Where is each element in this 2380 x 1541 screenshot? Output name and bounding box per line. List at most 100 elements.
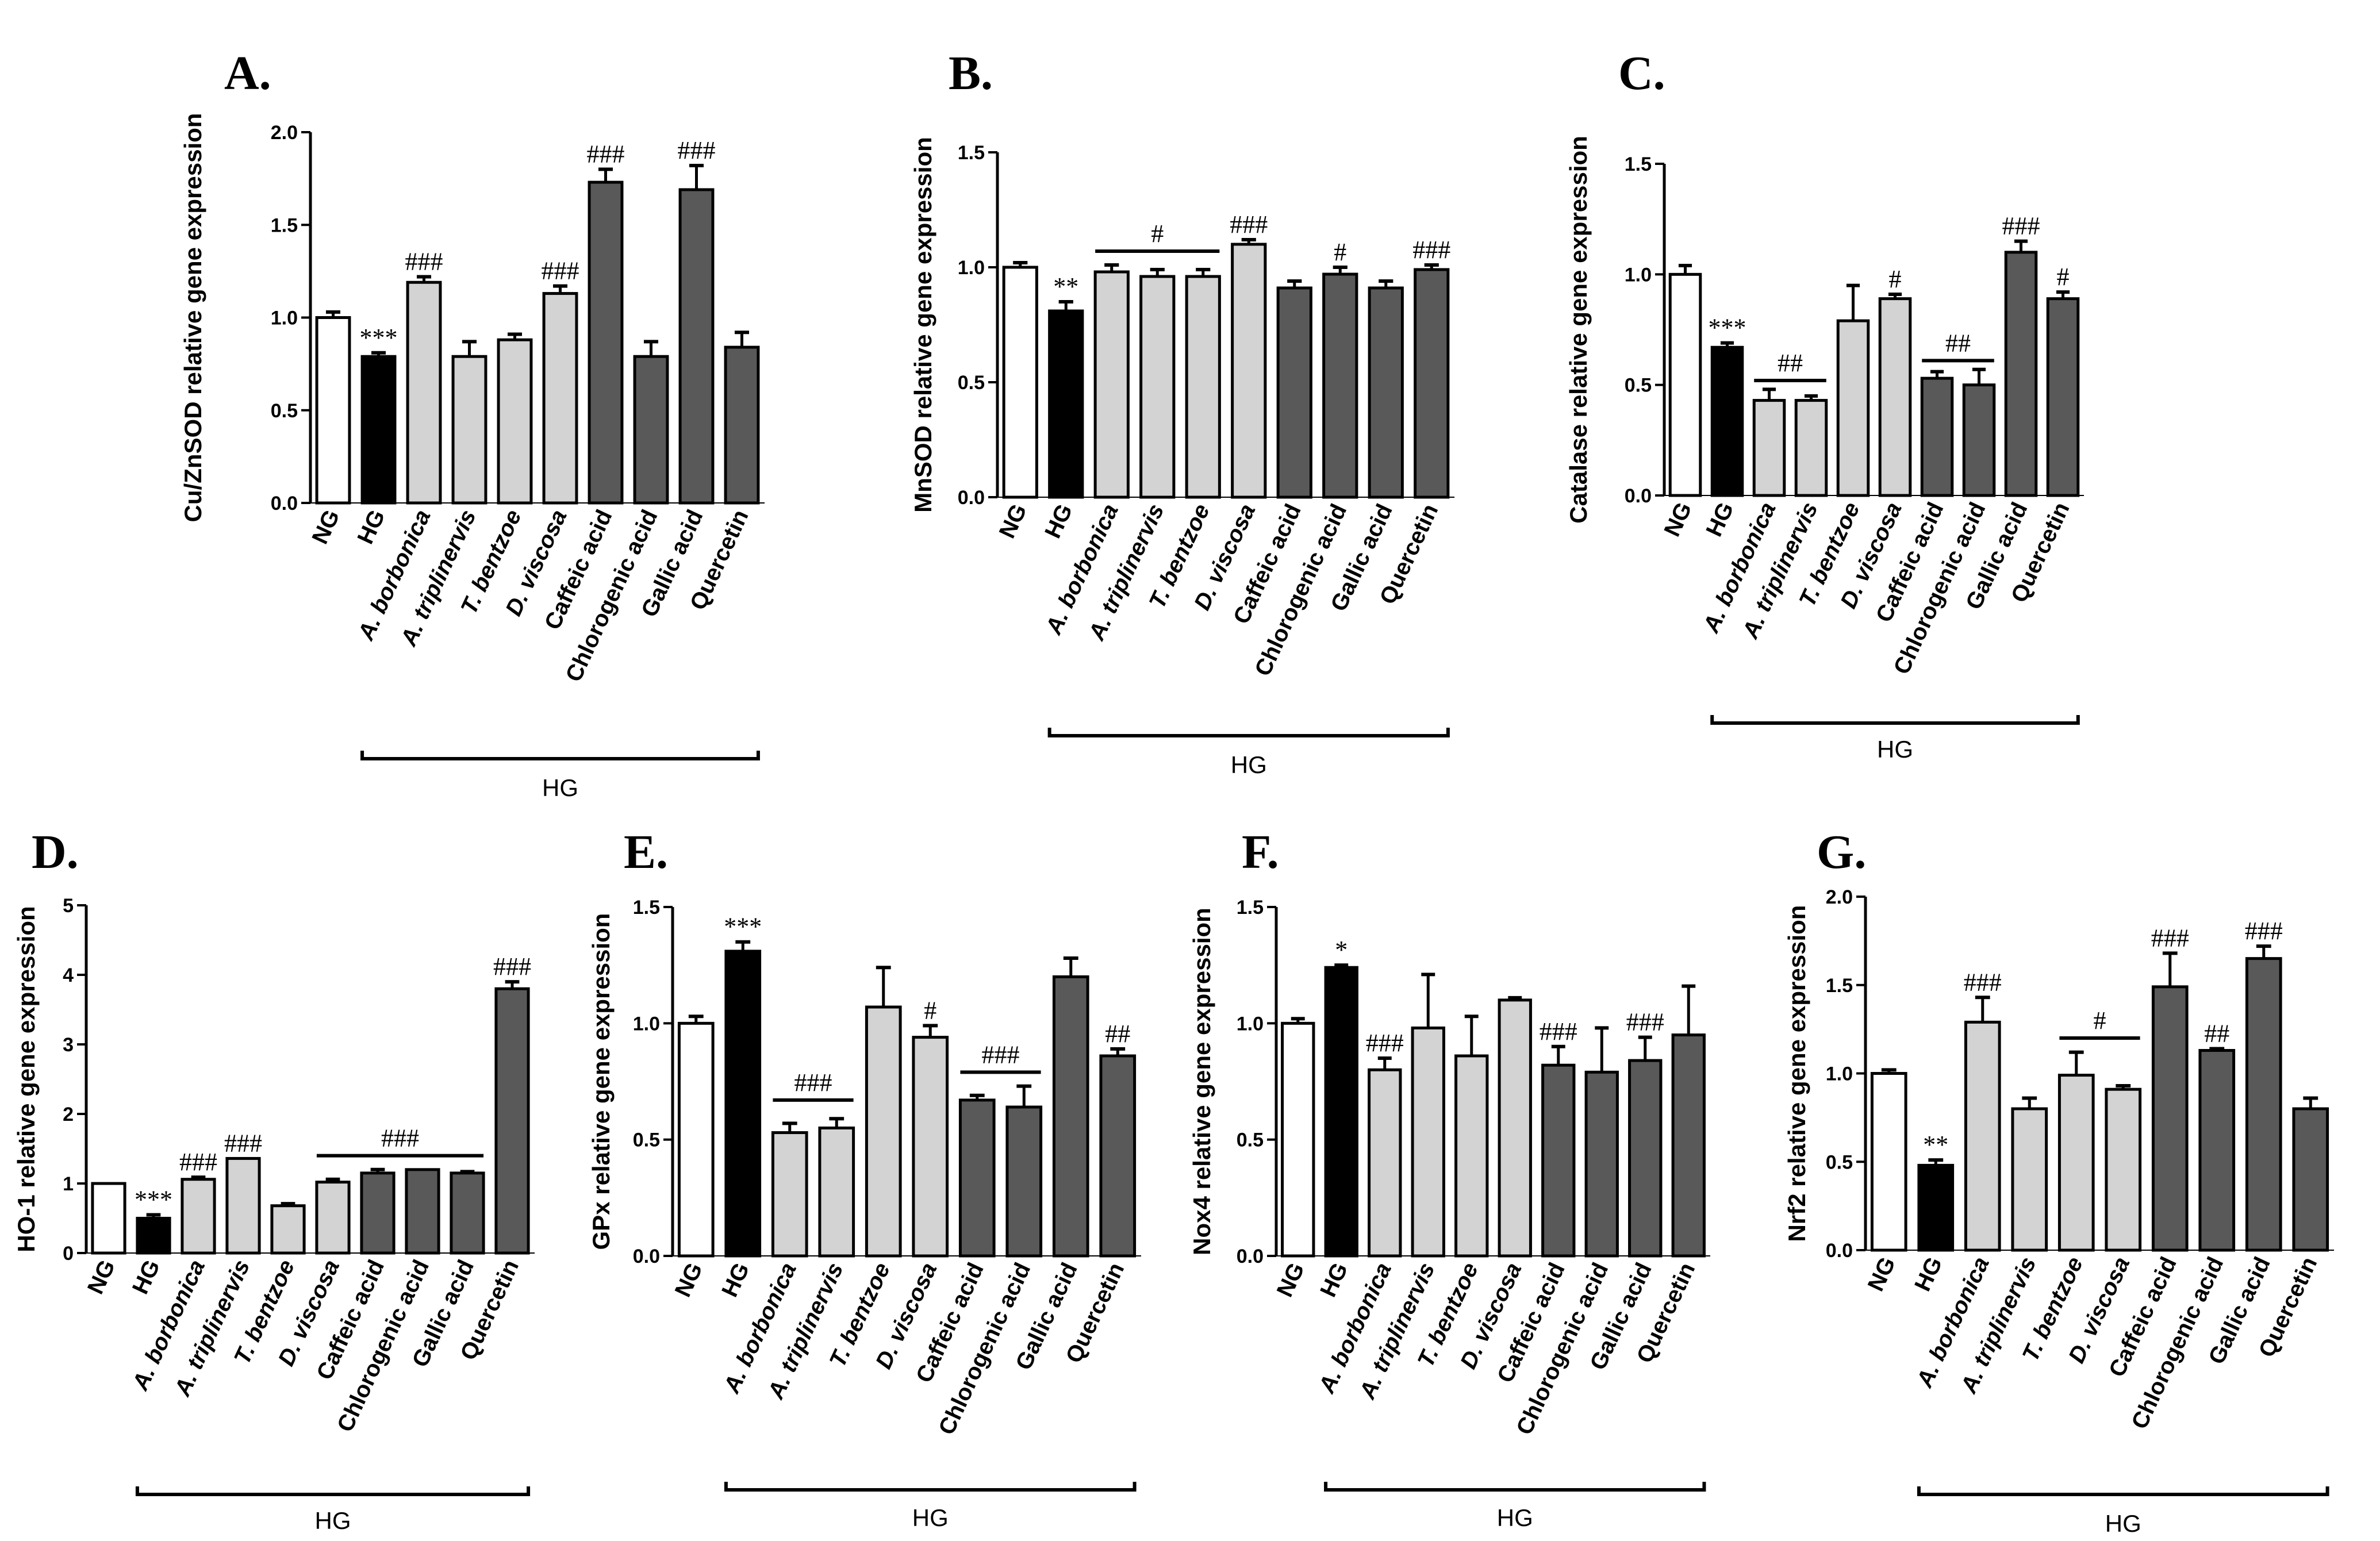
x-category-label: NG (83, 1256, 120, 1298)
bar-caffeic-acid (958, 1098, 996, 1258)
significance-label: ### (587, 140, 625, 168)
bar-quercetin (2046, 297, 2080, 497)
bar-chlorogenic-acid (1962, 383, 1996, 497)
panel-label: G. (1817, 825, 1866, 879)
y-tick-label: 0.0 (271, 493, 298, 514)
bar-a-triplinervis (2011, 1107, 2048, 1252)
bar-chlorogenic-acid (633, 355, 669, 505)
bar-hg (1048, 309, 1084, 499)
x-category-label: NG (1272, 1259, 1310, 1301)
bracket-label: ## (1778, 349, 1803, 377)
y-tick-label: 1.0 (1625, 264, 1652, 286)
bar-gallic-acid (1368, 286, 1404, 499)
x-category-label: NG (307, 506, 344, 548)
panel-label: E. (624, 825, 668, 879)
significance-label: ### (2245, 917, 2283, 945)
significance-label: ### (179, 1148, 217, 1176)
y-tick-label: 0.5 (1237, 1129, 1264, 1151)
x-category-label: HG (1910, 1253, 1947, 1295)
x-category-label: NG (995, 500, 1032, 542)
y-tick-label: 2.0 (1826, 886, 1853, 908)
significance-label: ### (1366, 1029, 1404, 1057)
bar-d-viscosa (315, 1181, 351, 1255)
bar-caffeic-acid (1541, 1063, 1576, 1258)
y-axis-label: MnSOD relative gene expression (909, 137, 936, 513)
bar-ng (1281, 1021, 1315, 1258)
x-category-label: HG (1701, 498, 1738, 540)
bar-a-triplinervis (818, 1126, 855, 1258)
hg-group-bracket (1047, 728, 1450, 737)
bar-t-bentzoe (1836, 319, 1870, 497)
bar-ng (1668, 272, 1702, 497)
y-tick-label: 0.5 (1625, 375, 1652, 397)
bar-gallic-acid (678, 188, 715, 505)
bar-t-bentzoe (865, 1005, 902, 1258)
y-tick-label: 2 (63, 1104, 74, 1125)
y-tick-label: 1.5 (1625, 153, 1652, 175)
significance-label: *** (360, 324, 398, 352)
x-category-label: HG (1040, 500, 1077, 542)
chart-panel-a: A. Cu/ZnSOD relative gene expression 0.0 0.… (179, 47, 765, 801)
significance-label: # (2057, 263, 2070, 291)
y-axis-label: Cu/ZnSOD relative gene expression (179, 113, 206, 522)
bar-ng (1002, 266, 1038, 499)
significance-label: ### (2002, 212, 2040, 240)
bar-a-triplinervis (1794, 399, 1828, 497)
bar-t-bentzoe (1185, 275, 1221, 499)
y-tick-label: 1.5 (1826, 975, 1853, 997)
y-tick-label: 0.0 (1625, 485, 1652, 507)
significance-label: # (1889, 265, 1902, 293)
bracket-label: ### (381, 1124, 419, 1152)
bar-d-viscosa (912, 1036, 949, 1258)
y-tick-label: 1.5 (633, 897, 660, 919)
bracket-label: ### (982, 1040, 1020, 1069)
y-tick-label: 1.0 (1826, 1063, 1853, 1085)
bar-quercetin (1414, 268, 1450, 499)
bar-d-viscosa (1231, 243, 1267, 499)
significance-label: ### (1626, 1008, 1664, 1036)
bar-quercetin (494, 987, 530, 1255)
bar-a-borbonica (1368, 1068, 1402, 1258)
bar-hg (1917, 1163, 1955, 1252)
bar-a-borbonica (1752, 399, 1786, 497)
hg-group-label: HG (315, 1507, 351, 1534)
significance-label: ### (542, 257, 579, 285)
bar-a-triplinervis (225, 1156, 261, 1255)
bar-caffeic-acid (2151, 985, 2189, 1252)
bar-a-borbonica (406, 280, 442, 505)
bar-hg (360, 355, 397, 505)
y-tick-label: 1.0 (271, 308, 298, 329)
bar-quercetin (724, 345, 760, 505)
y-tick-label: 0.5 (1826, 1151, 1853, 1173)
bar-gallic-acid (1052, 975, 1089, 1258)
bar-hg (1710, 345, 1744, 497)
y-tick-label: 1.5 (271, 214, 298, 236)
bar-d-viscosa (1878, 297, 1912, 497)
bar-hg (1324, 966, 1358, 1258)
bar-quercetin (1671, 1033, 1706, 1258)
bar-t-bentzoe (497, 338, 533, 505)
bar-caffeic-acid (360, 1171, 396, 1255)
significance-label: ### (1412, 236, 1450, 264)
y-tick-label: 0.5 (271, 400, 298, 422)
significance-label: *** (724, 913, 762, 941)
hg-group-label: HG (1877, 736, 1913, 763)
bar-gallic-acid (2004, 251, 2038, 497)
y-tick-label: 1.0 (633, 1013, 660, 1035)
chart-panel-b: B. MnSOD relative gene expression 0.0 0.5 1.… (909, 47, 1454, 778)
panel-label: C. (1618, 47, 1665, 100)
y-tick-label: 1.5 (1237, 897, 1264, 919)
chart-panel-c: C. Catalase relative gene expression 0.0 0.… (1565, 47, 2084, 763)
hg-group-bracket (135, 1486, 531, 1496)
y-tick-label: 0.0 (633, 1246, 660, 1267)
bar-ng (677, 1021, 715, 1258)
significance-label: *** (135, 1185, 172, 1213)
hg-group-label: HG (2105, 1510, 2141, 1537)
bracket-label: ### (794, 1069, 832, 1097)
y-tick-label: 4 (63, 964, 74, 986)
significance-label: ** (1923, 1131, 1948, 1159)
y-tick-label: 1 (63, 1173, 74, 1195)
x-category-label: HG (717, 1259, 754, 1301)
y-tick-label: 0.5 (958, 372, 985, 394)
bar-chlorogenic-acid (1584, 1070, 1619, 1258)
